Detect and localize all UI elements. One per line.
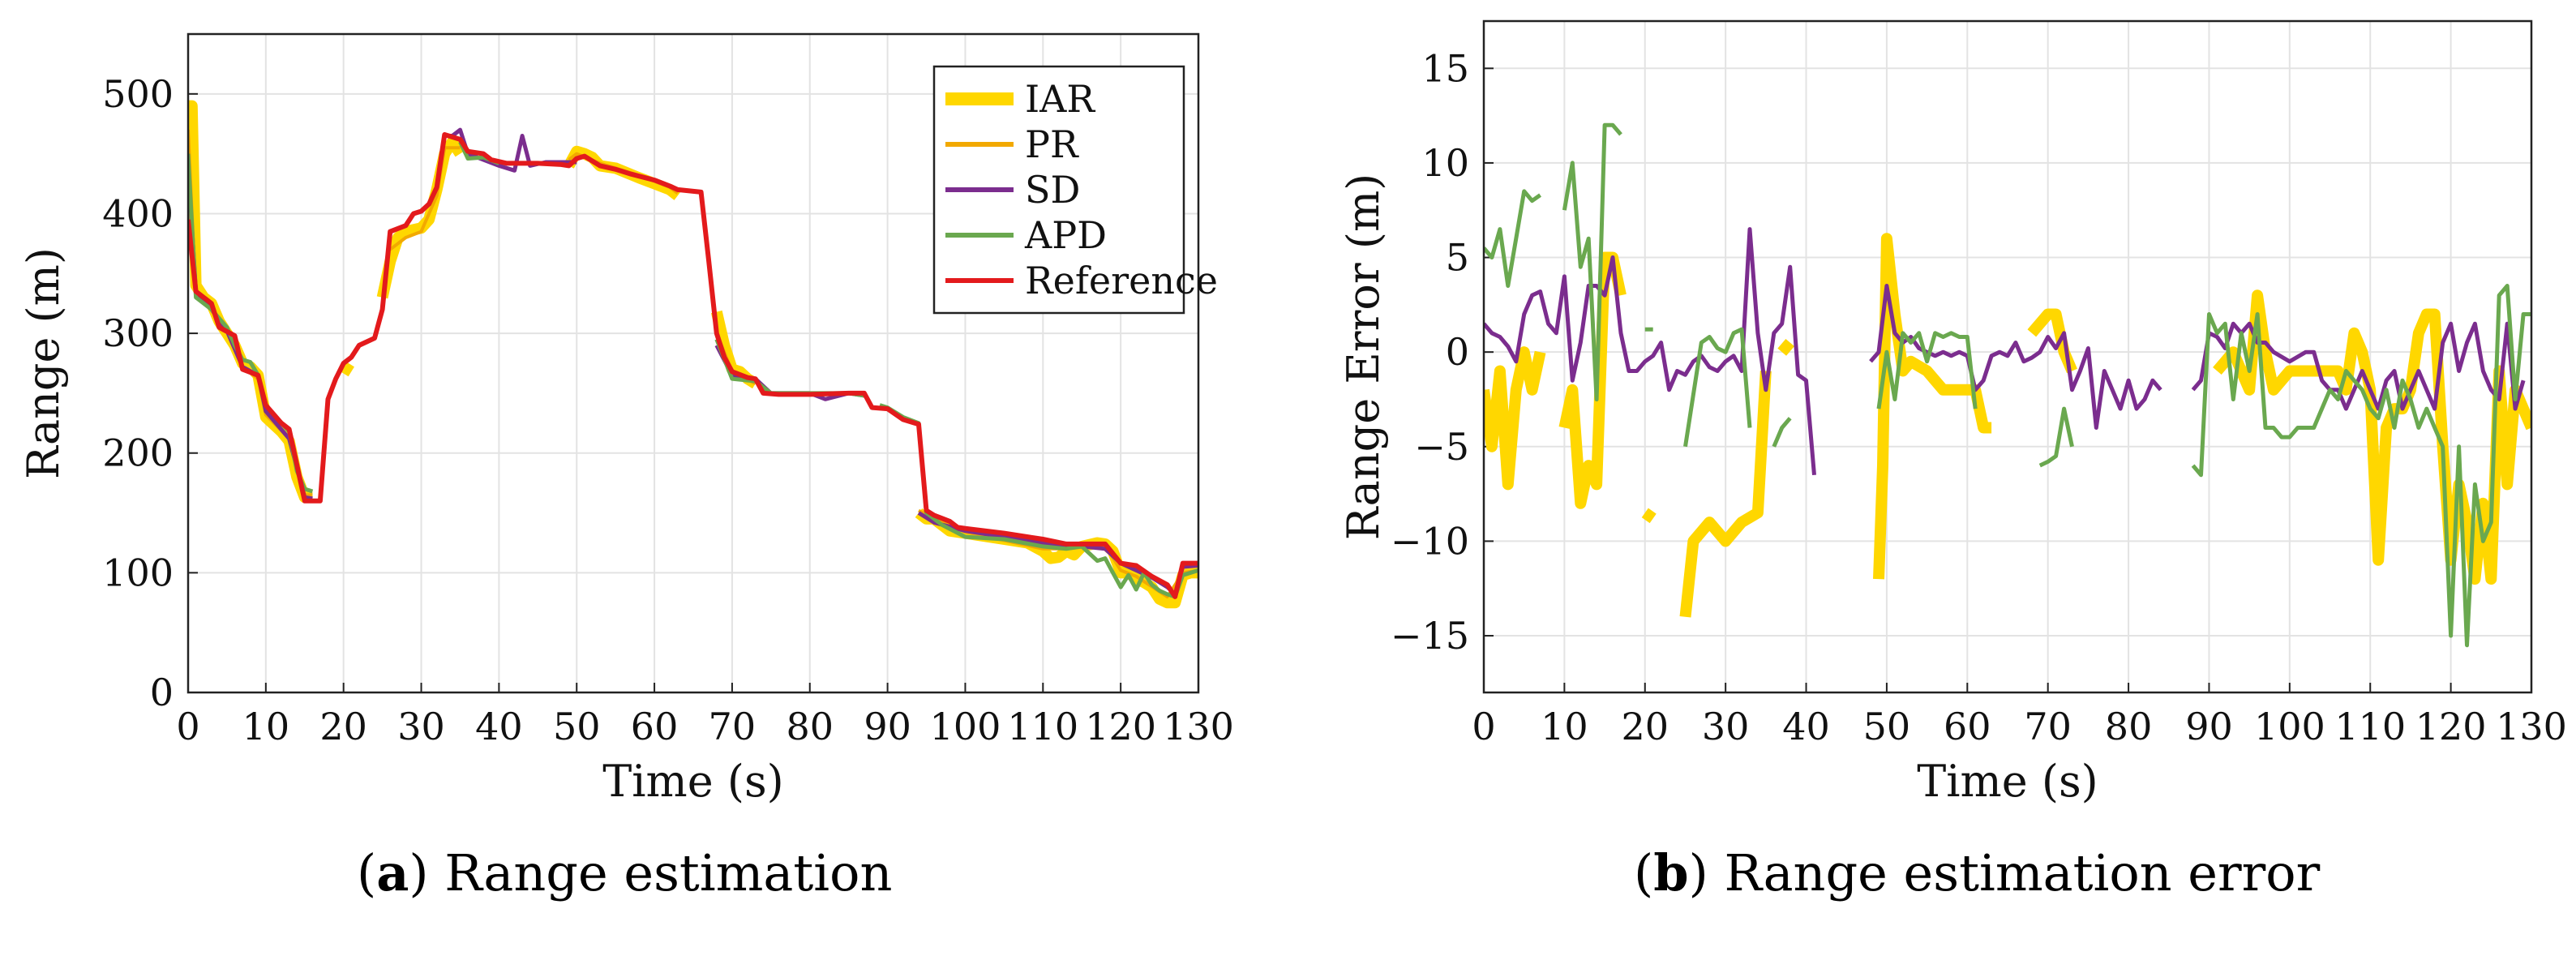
caption-b: (b) Range estimation error <box>1634 843 2320 902</box>
caption-b-letter: b <box>1653 843 1689 902</box>
series-apd-line <box>1876 331 1978 409</box>
series-apd-line <box>1484 189 1542 288</box>
series-sd-line <box>1869 284 2162 430</box>
x-tick-label: 40 <box>1782 705 1830 748</box>
x-tick-label: 120 <box>2415 705 2487 748</box>
legend-label-sd: SD <box>1025 168 1080 212</box>
x-tick-label: 130 <box>1163 705 1234 748</box>
y-tick-label: 0 <box>1446 330 1469 374</box>
series-apd-line <box>2038 406 2074 468</box>
series-apd-line <box>1772 417 1792 448</box>
x-tick-label: 80 <box>786 705 834 748</box>
legend-label-pr: PR <box>1025 122 1079 166</box>
x-tick-label: 40 <box>475 705 523 748</box>
grid: 0 10 20 30 40 50 60 70 80 90 100 110 120 130 −15 −10 −5 0… <box>1391 21 2567 748</box>
series-iar-line <box>1679 371 1772 618</box>
x-tick-label: 30 <box>1702 705 1750 748</box>
x-tick-label: 20 <box>1621 705 1669 748</box>
x-tick-label: 20 <box>319 705 367 748</box>
x-tick-label: 50 <box>553 705 601 748</box>
x-axis-label: Time (s) <box>602 756 783 807</box>
x-tick-label: 130 <box>2496 705 2567 748</box>
series-pr-line <box>388 146 461 251</box>
series-sd-line <box>2191 321 2526 411</box>
x-tick-label: 70 <box>2024 705 2072 748</box>
caption-a-open: ( <box>357 843 377 902</box>
y-tick-label: 10 <box>1421 141 1469 185</box>
x-tick-label: 0 <box>1472 705 1495 748</box>
axes-frame <box>1482 19 2533 694</box>
y-tick-label: −15 <box>1391 614 1469 658</box>
caption-b-text: Range estimation error <box>1708 843 2321 902</box>
y-tick-label: 15 <box>1421 46 1469 90</box>
caption-b-open: ( <box>1634 843 1654 902</box>
series-iar-line <box>1641 508 1657 524</box>
x-tick-label: 110 <box>2334 705 2406 748</box>
series-group <box>1484 122 2531 648</box>
y-tick-label: 500 <box>102 72 174 116</box>
x-tick-label: 50 <box>1863 705 1911 748</box>
caption-a: (a) Range estimation <box>357 843 892 902</box>
series-apd-line <box>1562 122 1622 401</box>
y-tick-label: 5 <box>1446 236 1469 280</box>
y-tick-label: 100 <box>102 551 174 594</box>
y-tick-label: 300 <box>102 311 174 355</box>
series-iar-line <box>1484 346 1546 491</box>
x-tick-label: 30 <box>397 705 445 748</box>
series-sd-line <box>1484 227 1816 476</box>
x-tick-label: 0 <box>176 705 199 748</box>
legend-label-reference: Reference <box>1025 259 1218 302</box>
x-tick-label: 10 <box>1541 705 1588 748</box>
x-tick-label: 60 <box>1944 705 1991 748</box>
x-tick-label: 70 <box>709 705 757 748</box>
series-iar-line <box>341 362 354 377</box>
axes-frame <box>186 32 1200 694</box>
x-tick-label: 100 <box>930 705 1001 748</box>
chart-panel-a: 0 10 20 30 40 50 60 70 80 90 100 110 120 130 0 100 200 30… <box>18 32 1234 807</box>
chart-panel-b: 0 10 20 30 40 50 60 70 80 90 100 110 120 130 −15 −10 −5 0… <box>1289 0 2576 956</box>
range-error-chart: 0 10 20 30 40 50 60 70 80 90 100 110 120 130 −15 −10 −5 0… <box>1338 19 2567 807</box>
range-chart: 0 10 20 30 40 50 60 70 80 90 100 110 120 130010020030… <box>18 32 1234 807</box>
legend-label-apd: APD <box>1024 213 1107 257</box>
y-tick-label: 0 <box>150 671 174 714</box>
series-apd-line <box>1683 327 1752 448</box>
y-tick-label: −5 <box>1414 425 1469 469</box>
x-tick-label: 100 <box>2254 705 2325 748</box>
x-tick-label: 90 <box>864 705 911 748</box>
series-reference-line <box>188 132 1198 599</box>
series-iar-line <box>1873 233 1992 580</box>
x-tick-label: 10 <box>242 705 290 748</box>
y-tick-label: 200 <box>102 431 174 475</box>
series-iar-line <box>1777 338 1795 356</box>
caption-a-text: Range estimation <box>428 843 893 902</box>
x-tick-label: 120 <box>1085 705 1156 748</box>
x-tick-label: 80 <box>2105 705 2153 748</box>
x-tick-label: 90 <box>2185 705 2233 748</box>
x-tick-label: 60 <box>631 705 679 748</box>
y-tick-label: 400 <box>102 191 174 235</box>
y-axis-label: Range (m) <box>18 247 69 479</box>
series-group <box>188 100 1198 609</box>
y-tick-label: −10 <box>1391 519 1469 563</box>
x-axis-label: Time (s) <box>1917 756 2098 807</box>
caption-a-close: ) <box>409 843 429 902</box>
series-apd-line <box>2191 284 2531 648</box>
x-tick-label: 110 <box>1007 705 1078 748</box>
caption-a-letter: a <box>376 843 409 902</box>
legend-label-iar: IAR <box>1025 77 1095 121</box>
caption-b-close: ) <box>1688 843 1708 902</box>
y-axis-label: Range Error (m) <box>1338 174 1389 540</box>
